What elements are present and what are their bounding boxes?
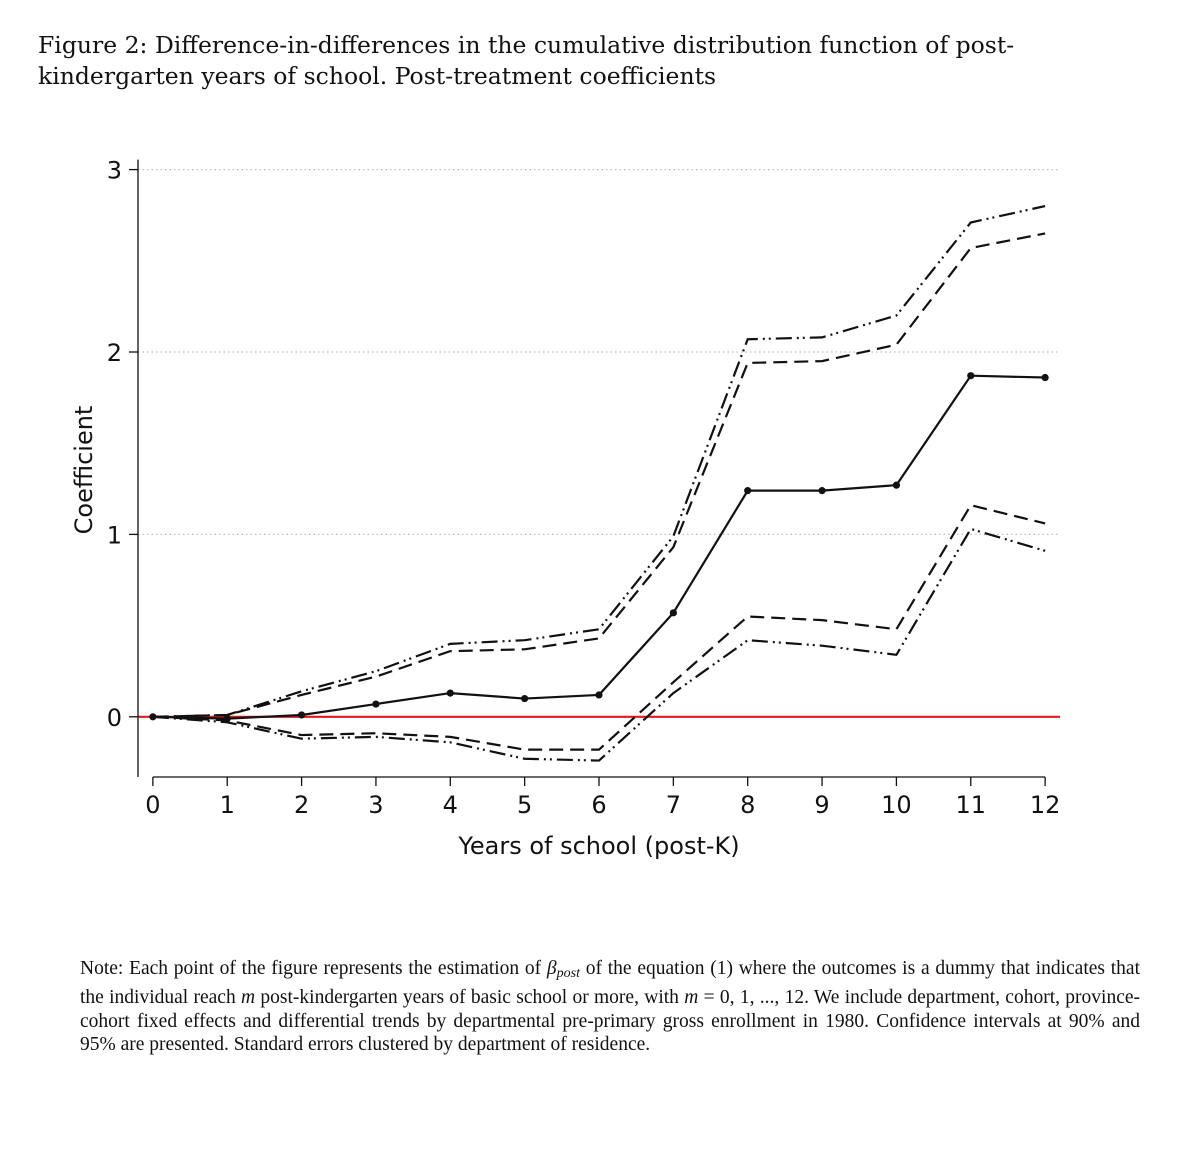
series-line-3: [152, 204, 1046, 718]
y-axis-label: Coefficient: [70, 406, 98, 535]
x-tick-label-8: 8: [740, 791, 755, 819]
x-tick-label-1: 1: [220, 791, 235, 819]
series-0-point-3: [372, 700, 380, 708]
note-text-1: Note: Each point of the figure represent…: [80, 958, 547, 979]
series-0-point-2: [297, 711, 306, 719]
x-tick-label-11: 11: [956, 791, 987, 819]
figure-note: Note: Each point of the figure represent…: [80, 957, 1140, 1057]
caption-line-1: Figure 2: Difference-in-differences in t…: [38, 31, 1015, 59]
x-tick-label-5: 5: [517, 791, 532, 819]
x-tick-label-2: 2: [294, 791, 309, 819]
y-tick-label-2: 2: [107, 339, 122, 367]
series-0-point-4: [446, 689, 454, 697]
series-0-point-7: [669, 609, 677, 617]
series-layer: [149, 204, 1049, 762]
series-0-point-10: [892, 481, 901, 489]
figure-caption: Figure 2: Difference-in-differences in t…: [38, 30, 1178, 92]
note-m-symbol-1: m: [241, 986, 256, 1008]
note-text-4: = 0, 1, ..., 12. We include department, …: [80, 986, 1140, 1056]
series-0-point-11: [967, 372, 975, 380]
x-tick-label-9: 9: [814, 791, 829, 819]
y-tick-label-3: 3: [107, 157, 122, 185]
series-0-point-6: [595, 691, 603, 699]
x-tick-label-0: 0: [145, 791, 160, 819]
x-tick-label-10: 10: [881, 791, 912, 819]
series-line-0: [152, 374, 1046, 720]
series-line-1: [152, 232, 1046, 718]
caption-line-2: kindergarten years of school. Post-treat…: [38, 62, 717, 90]
series-0-point-8: [744, 487, 752, 495]
series-line-2: [152, 504, 1046, 751]
grid-lines: [138, 168, 1060, 536]
series-0-point-12: [1041, 373, 1049, 382]
series-line-4: [152, 527, 1046, 762]
note-beta-subscript: post: [556, 966, 580, 981]
note-m-symbol-2: m: [684, 986, 699, 1008]
y-tick-label-1: 1: [107, 521, 122, 549]
x-tick-label-12: 12: [1030, 791, 1061, 819]
note-beta-symbol: β: [546, 958, 557, 979]
note-text-3: post-kindergarten years of basic school …: [255, 986, 685, 1008]
note-text-2: of the equation (1) where the outcomes i…: [80, 958, 1140, 1008]
x-tick-label-6: 6: [591, 791, 606, 819]
x-axis-label: Years of school (post-K): [457, 832, 739, 860]
x-tick-label-4: 4: [443, 791, 458, 819]
x-tick-label-7: 7: [666, 791, 681, 819]
x-tick-label-3: 3: [368, 791, 383, 819]
series-0-point-5: [521, 694, 529, 703]
y-tick-label-0: 0: [107, 704, 122, 732]
series-0-point-9: [818, 487, 826, 495]
